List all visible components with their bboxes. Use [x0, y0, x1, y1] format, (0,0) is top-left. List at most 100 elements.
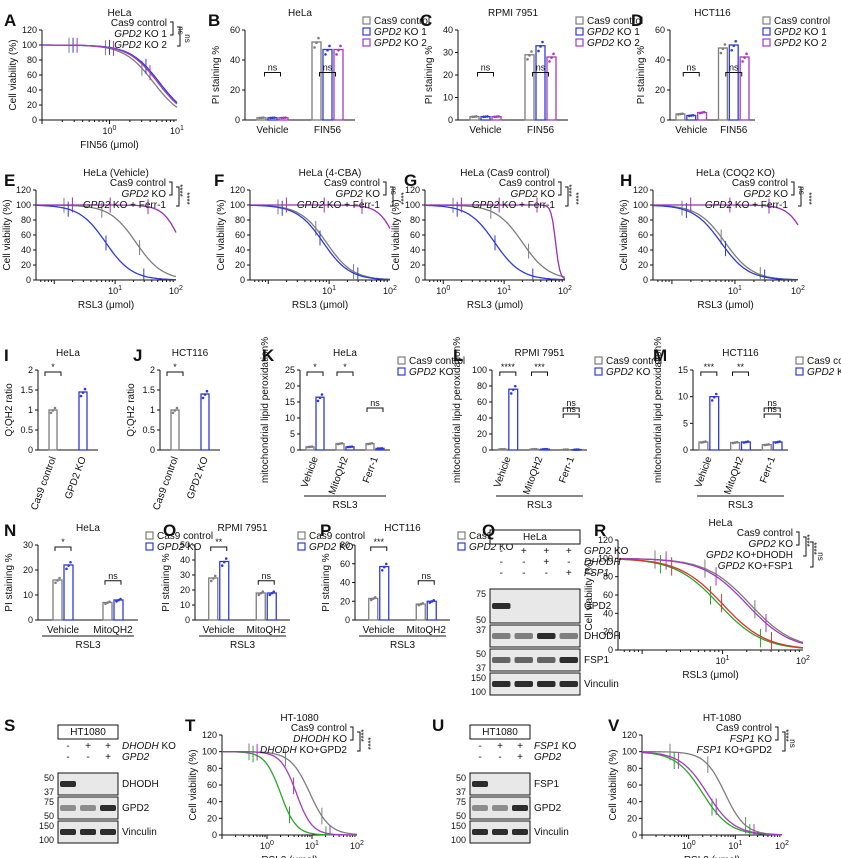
panel-R: 0 20 40 60 80 100 120 101 102 RSL3 (μmol) Cell via… [584, 518, 825, 681]
panel-title: HeLa [333, 348, 357, 359]
panel-I: 0 0.5 1 1.5 2 Cas9 control GPD2 KO Q:QH2 ratio H… [4, 348, 98, 512]
y-tick-label: 20 [655, 85, 665, 95]
legend-entry: GPD2 KO 1 [374, 27, 427, 38]
condition-mark: + [497, 741, 503, 752]
data-point [541, 40, 544, 44]
y-tick-label: 120 [22, 25, 37, 35]
blot-band [472, 805, 488, 811]
blot-band [492, 657, 511, 663]
y-tick-label: 120 [633, 185, 648, 195]
condition-mark: + [105, 741, 111, 752]
data-point [368, 442, 372, 445]
data-point [271, 116, 274, 120]
data-point [689, 114, 693, 117]
condition-mark: + [85, 741, 91, 752]
data-point [493, 115, 496, 119]
bar [78, 391, 88, 451]
y-tick-label: 80 [27, 55, 37, 65]
y-tick-label: 1.5 [142, 385, 155, 395]
y-axis-label: Q:QH2 ratio [4, 383, 15, 437]
legend-swatch [594, 367, 603, 376]
blot-title-box [489, 529, 581, 545]
sig-bracket [562, 413, 580, 418]
y-tick-label: 40 [627, 797, 637, 807]
x-tick-label: Vehicle [492, 455, 514, 489]
data-point [700, 441, 703, 444]
legend-swatch [575, 38, 584, 47]
condition-mark: - [500, 568, 503, 579]
data-point [117, 598, 120, 602]
blot-strip [469, 772, 531, 796]
condition-mark: + [543, 557, 549, 568]
sig-bracket [499, 371, 517, 376]
y-tick-label: 100 [22, 40, 37, 50]
data-point [430, 600, 434, 603]
data-point [173, 409, 177, 412]
data-point [224, 557, 228, 560]
data-point [421, 601, 425, 605]
y-tick-label: 60 [27, 70, 37, 80]
sig-bracket [775, 726, 779, 741]
sig-label: **** [501, 362, 516, 372]
condition-label: DHODH KO [122, 741, 176, 752]
panel-letter-D: D [631, 11, 643, 30]
y-tick-label: 40 [477, 413, 487, 423]
mw-marker: 37 [476, 625, 486, 635]
sig-bracket [336, 371, 354, 376]
data-point [719, 51, 723, 55]
data-point [776, 440, 779, 444]
x-tick-label: 101 [322, 285, 336, 296]
blot-row-label: GPD2 [534, 803, 562, 814]
data-point [530, 50, 533, 53]
mw-marker: 75 [44, 797, 54, 807]
sig-bracket [763, 413, 781, 418]
bar [255, 592, 266, 621]
data-point [552, 52, 555, 56]
panel-letter-U: U [432, 716, 444, 735]
x-tick-label: MitoQH2 [521, 455, 545, 496]
sig-bracket [803, 536, 807, 557]
x-tick-label: 102 [558, 285, 572, 296]
sig-bracket [477, 72, 494, 77]
bar [219, 560, 230, 621]
data-point [262, 116, 265, 119]
data-point [528, 54, 531, 57]
data-point [744, 440, 748, 444]
y-tick-label: 80 [627, 763, 637, 773]
x-tick-label: 101 [108, 285, 122, 296]
y-tick-label: 60 [477, 397, 487, 407]
data-point [313, 46, 316, 49]
y-tick-label: 20 [23, 565, 33, 575]
x-tick-label: Cas9 control [29, 455, 59, 512]
data-point [765, 443, 769, 447]
condition-label: FSP1 [584, 568, 609, 579]
legend-entry: Cas9 control [409, 356, 465, 367]
condition-mark: + [521, 546, 527, 557]
y-tick-label: 120 [405, 185, 420, 195]
x-axis-label: RSL3 (μmol) [682, 670, 738, 681]
y-axis-label: Cell viability (%) [391, 199, 402, 270]
sig-label: ns [370, 398, 380, 408]
sig-label: **** [182, 192, 191, 204]
x-tick-label: FIN56 [720, 125, 748, 136]
data-point [338, 442, 342, 445]
sig-bracket [531, 371, 548, 376]
y-tick-label: 0 [28, 615, 33, 625]
panel-letter-V: V [608, 716, 620, 735]
legend-entry: FSP1 KO [730, 734, 772, 745]
legend-entry: GPD2 KO [157, 542, 202, 553]
series-line [642, 751, 783, 836]
sig-bracket [558, 181, 562, 196]
sig-label: *** [704, 362, 715, 372]
sig-label: **** [571, 192, 580, 204]
data-point [417, 603, 421, 607]
blot-row-label: DHODH [584, 631, 621, 642]
panel-letter-I: I [4, 346, 9, 365]
data-point [67, 564, 70, 567]
data-point [778, 440, 781, 443]
legend-swatch [762, 27, 771, 36]
footer-label: RSL3 [230, 640, 255, 651]
legend-swatch [362, 38, 371, 47]
sig-bracket [782, 731, 786, 752]
